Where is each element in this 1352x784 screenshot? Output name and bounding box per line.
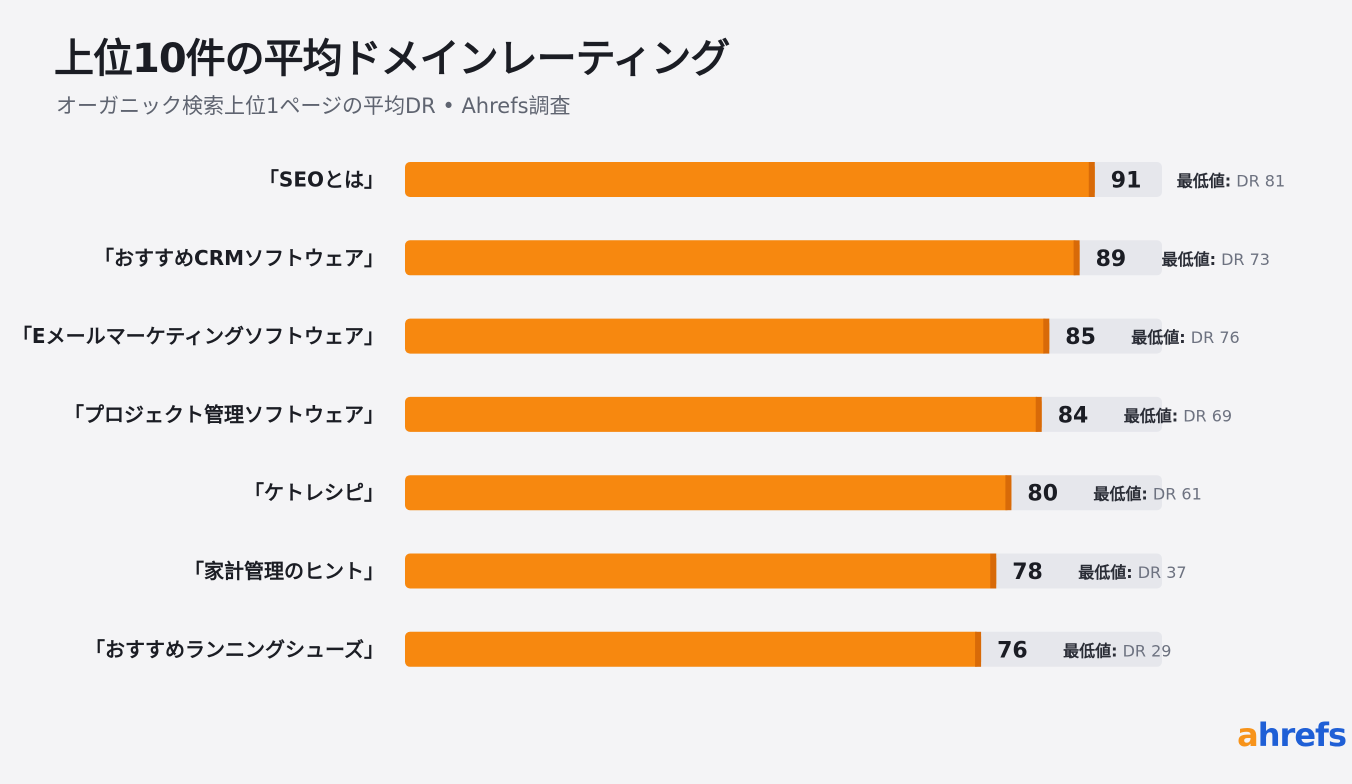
bar <box>405 318 1050 354</box>
ahrefs-logo: ahrefs <box>1237 716 1347 754</box>
chart-subtitle: オーガニック検索上位1ページの平均DR • Ahrefs調査 <box>56 94 571 118</box>
category-label: 「おすすめランニングシューズ」 <box>85 637 384 661</box>
data-label: 91 <box>1111 169 1142 194</box>
category-label: 「おすすめCRMソフトウェア」 <box>94 246 384 270</box>
min-value-prefix: 最低値: <box>1162 250 1216 269</box>
min-value-label: 最低値: DR 73 <box>1162 250 1270 269</box>
category-label: 「家計管理のヒント」 <box>184 559 384 583</box>
bar <box>405 553 997 589</box>
min-value-label: 最低値: DR 37 <box>1078 563 1186 582</box>
min-value-prefix: 最低値: <box>1131 328 1185 347</box>
bar <box>405 240 1080 276</box>
min-value: DR 69 <box>1178 406 1232 425</box>
data-label: 78 <box>1012 560 1043 585</box>
min-value: DR 73 <box>1216 250 1270 269</box>
min-value: DR 76 <box>1186 328 1240 347</box>
bar <box>405 475 1012 511</box>
min-value: DR 29 <box>1117 641 1171 660</box>
bar <box>405 162 1095 197</box>
min-value-label: 最低値: DR 81 <box>1177 172 1285 191</box>
chart-title: 上位10件の平均ドメインレーティング <box>54 36 730 82</box>
bar-end-cap <box>1035 396 1042 432</box>
category-label: 「Eメールマーケティングソフトウェア」 <box>12 324 384 348</box>
min-value-label: 最低値: DR 29 <box>1063 641 1171 660</box>
data-label: 76 <box>997 638 1028 663</box>
bar <box>405 631 982 667</box>
min-value: DR 61 <box>1148 485 1202 504</box>
bar-end-cap <box>1005 475 1012 511</box>
min-value: DR 37 <box>1133 563 1187 582</box>
category-label: 「SEOとは」 <box>259 168 384 192</box>
logo-first-letter: a <box>1237 716 1259 754</box>
data-label: 84 <box>1058 403 1089 428</box>
bar <box>405 396 1042 432</box>
bar-end-cap <box>990 553 997 589</box>
min-value-label: 最低値: DR 69 <box>1124 406 1232 425</box>
min-value-prefix: 最低値: <box>1177 172 1231 191</box>
category-label: 「ケトレシピ」 <box>244 481 384 505</box>
min-value-prefix: 最低値: <box>1078 563 1132 582</box>
data-label: 80 <box>1027 482 1058 507</box>
min-value-prefix: 最低値: <box>1124 406 1178 425</box>
min-value: DR 81 <box>1231 172 1285 191</box>
min-value-prefix: 最低値: <box>1093 485 1147 504</box>
bar-end-cap <box>1043 318 1050 354</box>
category-label: 「プロジェクト管理ソフトウェア」 <box>64 402 384 426</box>
bar-end-cap <box>975 631 982 667</box>
min-value-label: 最低値: DR 76 <box>1131 328 1239 347</box>
data-label: 85 <box>1065 325 1096 350</box>
data-label: 89 <box>1096 247 1127 272</box>
min-value-prefix: 最低値: <box>1063 641 1117 660</box>
min-value-label: 最低値: DR 61 <box>1093 485 1201 504</box>
logo-rest: hrefs <box>1257 716 1347 754</box>
bar-end-cap <box>1088 162 1095 197</box>
bar-end-cap <box>1073 240 1080 276</box>
